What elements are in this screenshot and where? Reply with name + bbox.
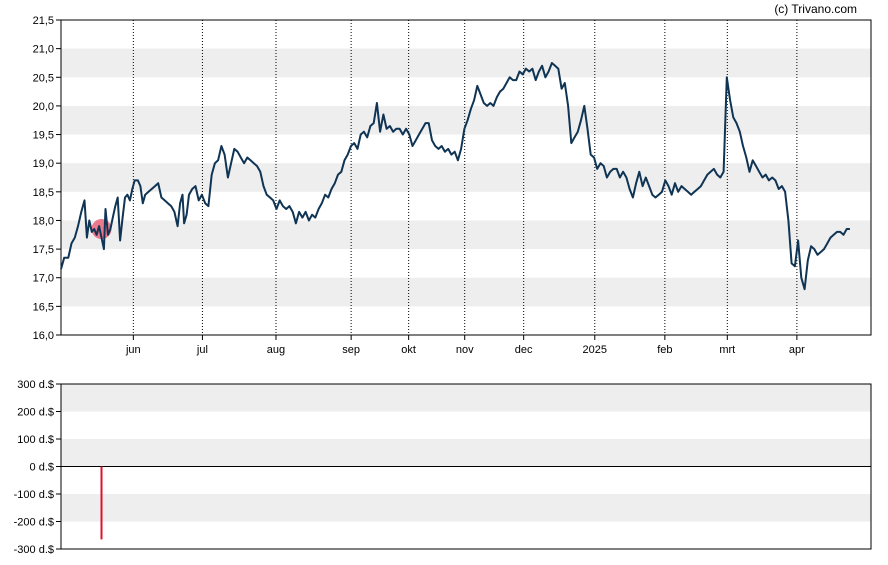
price-chart: 21,5 21,0 20,5 20,0 19,5 19,0 18,5 18,0 17,5 17,0…: [33, 15, 872, 356]
x-tick-label: nov: [456, 344, 474, 356]
y-tick-label: 0 d.$: [30, 462, 54, 474]
y-tick-label: 17,0: [33, 273, 54, 285]
y-tick-label: 18,0: [33, 215, 54, 227]
x-tick-label: aug: [267, 344, 285, 356]
y-tick-label: 100 d.$: [17, 434, 54, 446]
y-tick-label: 21,0: [33, 44, 54, 56]
y-tick-label: 16,0: [33, 330, 54, 342]
price-x-axis: jun jul aug sep okt nov dec 2025 feb mrt apr: [125, 335, 805, 356]
price-y-axis: 21,5 21,0 20,5 20,0 19,5 19,0 18,5 18,0 17,5 17,0…: [33, 15, 61, 342]
dividend-band: [61, 439, 871, 467]
y-tick-label: 20,5: [33, 72, 54, 84]
price-series-line: [60, 62, 850, 291]
y-tick-label: -200 d.$: [14, 517, 54, 529]
x-tick-label: 2025: [583, 344, 607, 356]
y-tick-label: 17,5: [33, 244, 54, 256]
price-band: [61, 220, 871, 250]
y-tick-label: 19,5: [33, 130, 54, 142]
y-tick-label: 18,5: [33, 187, 54, 199]
x-tick-label: okt: [401, 344, 416, 356]
price-band: [61, 277, 871, 307]
y-tick-label: 20,0: [33, 101, 54, 113]
dividend-y-axis: 300 d.$ 200 d.$ 100 d.$ 0 d.$ -100 d.$ -200 d…: [14, 379, 61, 556]
price-plot-frame: [60, 19, 872, 336]
credit-label: (c) Trivano.com: [774, 2, 857, 16]
y-tick-label: 16,5: [33, 301, 54, 313]
dividend-band: [61, 384, 871, 412]
x-tick-label: sep: [342, 344, 360, 356]
y-tick-label: 300 d.$: [17, 379, 54, 391]
dividend-chart: 300 d.$ 200 d.$ 100 d.$ 0 d.$ -100 d.$ -200 d…: [14, 379, 872, 556]
y-tick-label: 21,5: [33, 15, 54, 27]
x-tick-label: feb: [657, 344, 672, 356]
x-tick-label: mrt: [719, 344, 735, 356]
x-tick-label: apr: [789, 344, 805, 356]
y-tick-label: 19,0: [33, 158, 54, 170]
y-tick-label: -100 d.$: [14, 489, 54, 501]
x-tick-label: jun: [125, 344, 141, 356]
y-tick-label: 200 d.$: [17, 407, 54, 419]
x-tick-label: jul: [196, 344, 208, 356]
dividend-bands: [61, 384, 871, 522]
x-tick-label: dec: [515, 344, 533, 356]
dividend-band: [61, 494, 871, 522]
y-tick-label: -300 d.$: [14, 544, 54, 556]
price-band: [61, 105, 871, 135]
price-bands: [61, 48, 871, 307]
price-band: [61, 48, 871, 78]
